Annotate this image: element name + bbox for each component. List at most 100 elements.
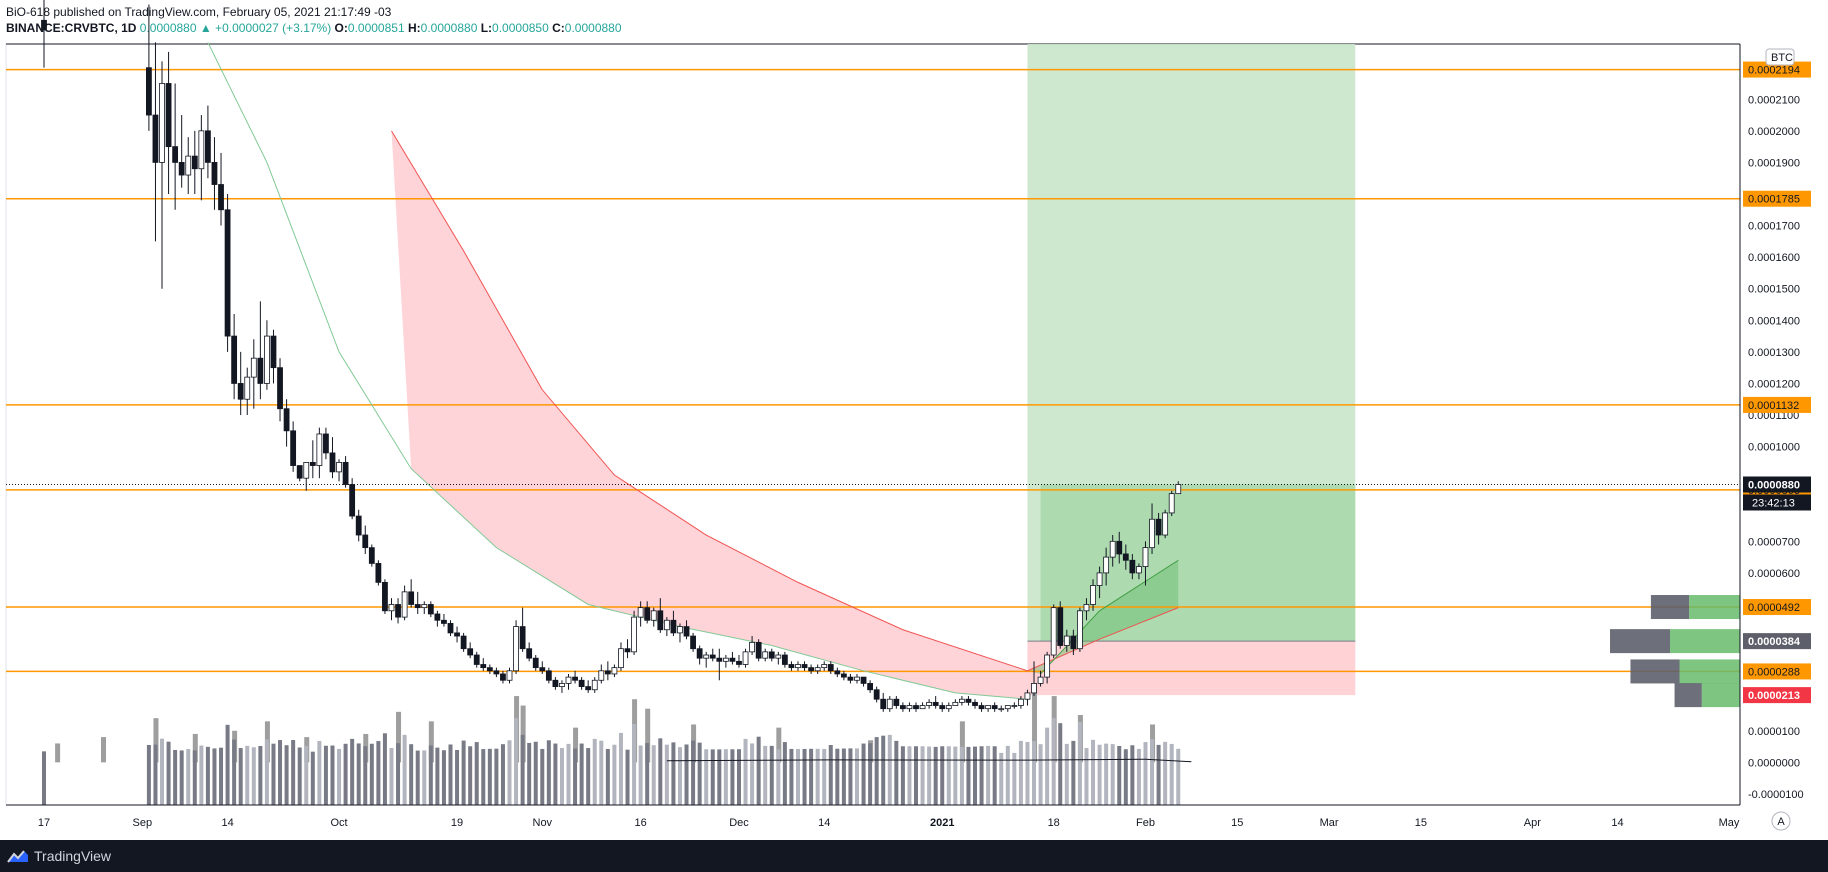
- candle-body-111: [867, 683, 874, 691]
- x-tick-label-10: 18: [1048, 817, 1060, 829]
- volume-daily-23: [291, 740, 296, 808]
- y-tick-label-10: 0.0001000: [1748, 442, 1800, 454]
- countdown-label: 23:42:13: [1752, 497, 1795, 509]
- volume-daily-144: [1084, 748, 1089, 808]
- candle-body-94: [755, 641, 762, 659]
- candle-body-104: [821, 664, 828, 669]
- candle-body-19: [264, 335, 270, 384]
- candle-body-11: [211, 162, 218, 185]
- auto-scale-button[interactable]: A: [1777, 816, 1785, 828]
- volume-daily-130: [992, 746, 997, 808]
- candle-body-23: [290, 430, 297, 466]
- candle-body-87: [709, 654, 716, 659]
- volume-daily-65: [566, 743, 571, 808]
- candle-body-78: [650, 610, 657, 621]
- currency-badge[interactable]: BTC: [1771, 52, 1793, 64]
- volume-daily-97: [776, 749, 781, 808]
- candle-body-71: [604, 670, 611, 675]
- volume-daily-139: [1051, 718, 1056, 808]
- volume-daily-102: [809, 748, 814, 808]
- volume-ma-line: [666, 758, 1192, 763]
- volume-daily-87: [710, 749, 715, 808]
- volume-daily-147: [1104, 743, 1109, 808]
- candle-body-62: [545, 670, 552, 681]
- candle-body-52: [480, 664, 487, 669]
- tradingview-brand[interactable]: TradingView: [34, 848, 112, 864]
- candle-body-149: [1116, 540, 1123, 555]
- volume-bar-14: [645, 708, 651, 763]
- volume-daily-72: [612, 744, 617, 808]
- volume-daily-142: [1071, 740, 1076, 808]
- last-price: 0.0000880: [139, 21, 197, 35]
- level-tag-bg-1: [1743, 190, 1811, 207]
- volume-daily-35: [369, 743, 374, 808]
- symbol-legend: BINANCE:CRVBTC, 1D 0.0000880 ▲ +0.000002…: [6, 21, 622, 35]
- candle-body-67: [578, 679, 585, 687]
- volume-daily-141: [1064, 743, 1069, 808]
- candle-body-110: [860, 676, 867, 684]
- candle-body-18: [257, 357, 264, 384]
- volume-daily-91: [736, 749, 741, 808]
- candle-body-97: [775, 654, 782, 659]
- candle-body-108: [847, 676, 854, 681]
- x-tick-label-1: Sep: [133, 817, 153, 829]
- candle-body-107: [840, 673, 847, 678]
- price-tag-bg-0: [1743, 476, 1811, 493]
- volume-daily-157: [1169, 743, 1174, 808]
- candle-body-58: [519, 626, 526, 650]
- volume-daily-95: [763, 745, 768, 808]
- y-tick-label-15: -0.0000100: [1748, 789, 1804, 801]
- volume-daily-146: [1097, 744, 1102, 808]
- x-tick-label-7: Dec: [729, 817, 749, 829]
- volume-bar-9: [428, 721, 434, 763]
- candle-body-129: [985, 705, 992, 710]
- price-chart[interactable]: 0.0002100 0.0002000 0.0001900 0.0001700 0.00…: [0, 0, 1828, 840]
- candle-body-10: [205, 130, 211, 163]
- volume-daily-17: [251, 747, 256, 808]
- candle-body-121: [932, 701, 939, 706]
- volume-daily-60: [533, 741, 538, 808]
- volume-daily-30: [337, 748, 342, 808]
- volume-daily-106: [835, 748, 840, 808]
- candle-body-38: [388, 604, 395, 612]
- volume-daily-14: [232, 739, 237, 808]
- candle-body-60: [532, 657, 539, 669]
- volume-daily-40: [402, 734, 407, 808]
- volume-daily-109: [854, 748, 859, 808]
- volume-daily-29: [330, 745, 335, 808]
- candle-body-123: [945, 705, 952, 710]
- vp-down-0: [1650, 595, 1690, 620]
- candle-body-157: [1168, 493, 1175, 514]
- vp-up-0: [1689, 595, 1740, 620]
- y-tick-label-14: 0.0000000: [1748, 757, 1800, 769]
- up-arrow-icon: ▲: [199, 21, 212, 35]
- volume-bar-8: [396, 711, 402, 763]
- tradingview-logo-icon[interactable]: [6, 848, 30, 864]
- volume-daily-8: [192, 750, 197, 808]
- candle-body-26: [309, 461, 316, 466]
- level-tag-5: 0.0000288: [1748, 666, 1800, 678]
- volume-daily-36: [376, 741, 381, 808]
- volume-daily-126: [966, 746, 971, 808]
- volume-daily-100: [795, 748, 800, 808]
- volume-daily-54: [494, 748, 499, 808]
- y-tick-label-9: 0.0001100: [1748, 410, 1799, 422]
- level-tag-2: 0.0001132: [1748, 400, 1799, 412]
- volume-bar-11: [520, 705, 526, 763]
- volume-daily-107: [841, 748, 846, 808]
- candle-body-96: [768, 651, 775, 659]
- volume-daily-129: [986, 745, 991, 808]
- candle-body-22: [283, 408, 290, 432]
- candle-body-0: [41, 19, 47, 31]
- candle-body-74: [624, 648, 631, 653]
- symbol-name[interactable]: BINANCE:CRVBTC, 1D: [6, 21, 137, 35]
- volume-daily-138: [1045, 727, 1050, 808]
- volume-daily-125: [959, 746, 964, 808]
- volume-daily-68: [586, 748, 591, 808]
- candle-body-112: [873, 689, 880, 700]
- volume-daily-13: [225, 724, 230, 808]
- candle-body-153: [1142, 547, 1149, 567]
- candle-body-40: [401, 591, 408, 618]
- volume-daily-25: [304, 745, 309, 808]
- volume-daily-103: [815, 748, 820, 808]
